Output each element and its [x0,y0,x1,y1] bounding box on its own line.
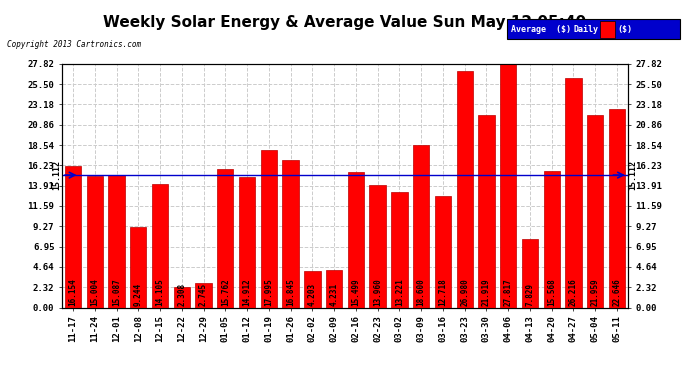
Bar [435,196,451,308]
Text: 12.718: 12.718 [438,278,447,306]
Bar [174,287,190,308]
Text: 2.308: 2.308 [177,283,186,306]
Bar [152,184,168,308]
Bar [369,185,386,308]
Text: 17.995: 17.995 [264,278,273,306]
Text: 13.221: 13.221 [395,278,404,306]
Bar [217,170,233,308]
Text: 26.216: 26.216 [569,278,578,306]
Bar [282,160,299,308]
Text: 15.499: 15.499 [351,278,360,306]
Text: 16.845: 16.845 [286,278,295,306]
Text: 4.231: 4.231 [330,283,339,306]
Text: 4.203: 4.203 [308,283,317,306]
Text: Daily: Daily [574,25,599,34]
Bar [522,239,538,308]
Text: Copyright 2013 Cartronics.com: Copyright 2013 Cartronics.com [7,40,141,49]
Text: 13.960: 13.960 [373,278,382,306]
Text: 15.004: 15.004 [90,278,99,306]
Bar [348,172,364,308]
Text: 21.919: 21.919 [482,278,491,306]
Bar [261,150,277,308]
Text: 26.980: 26.980 [460,278,469,306]
Bar [500,64,516,308]
Text: 18.600: 18.600 [417,278,426,306]
Bar [565,78,582,308]
Text: 7.829: 7.829 [526,283,535,306]
Text: 14.912: 14.912 [243,278,252,306]
Bar [609,109,625,307]
Text: Average  ($): Average ($) [511,25,571,34]
Text: 14.105: 14.105 [155,278,164,306]
Text: ($): ($) [618,25,633,34]
Text: 9.244: 9.244 [134,283,143,306]
Text: 16.154: 16.154 [68,278,77,306]
Text: Weekly Solar Energy & Average Value Sun May 12 05:40: Weekly Solar Energy & Average Value Sun … [104,15,586,30]
Bar [413,144,429,308]
Text: 15.087: 15.087 [112,278,121,306]
Bar [544,171,560,308]
Text: 15.112: 15.112 [52,160,61,190]
Bar [457,71,473,308]
Bar [304,271,321,308]
Bar [587,115,604,308]
Bar [391,192,408,308]
Bar [478,116,495,308]
Text: 15.762: 15.762 [221,278,230,306]
Bar [239,177,255,308]
Bar [326,270,342,308]
Text: 2.745: 2.745 [199,283,208,306]
Bar [65,166,81,308]
Text: 27.817: 27.817 [504,278,513,306]
Text: 22.646: 22.646 [613,278,622,306]
Bar [108,176,125,308]
Text: 15.112: 15.112 [629,160,638,190]
Bar [86,176,103,308]
Text: 21.959: 21.959 [591,278,600,306]
Bar [195,284,212,308]
Text: 15.568: 15.568 [547,278,556,306]
Bar [130,226,146,308]
